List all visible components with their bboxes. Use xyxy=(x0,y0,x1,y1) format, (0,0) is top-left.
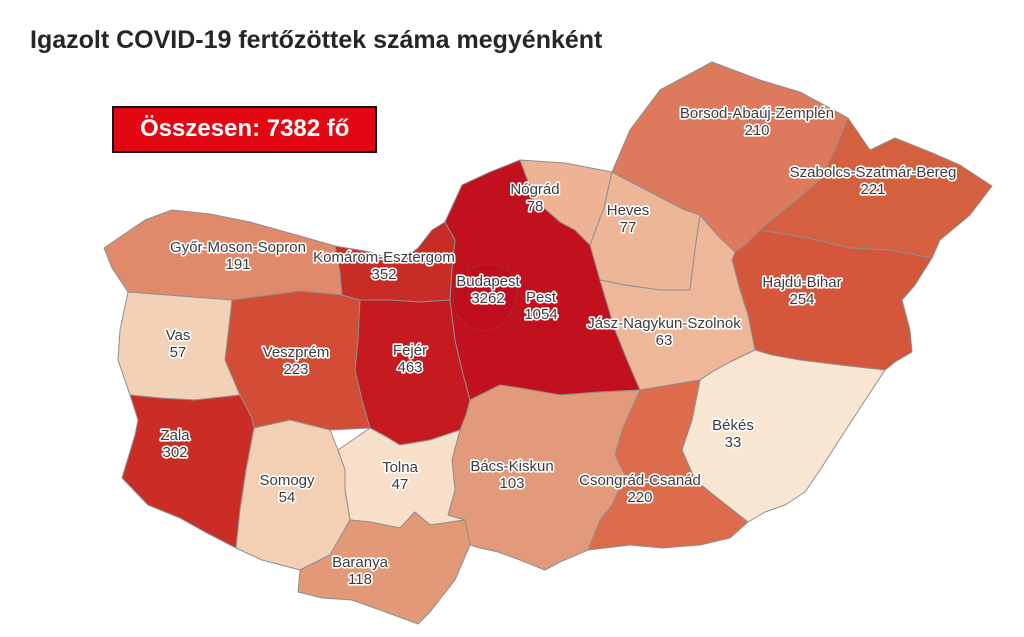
county-name: Veszprém xyxy=(263,344,330,361)
county-name: Budapest xyxy=(456,273,520,290)
county-name: Nógrád xyxy=(510,181,559,198)
total-badge: Összesen: 7382 fő xyxy=(112,106,378,153)
county-value: 33 xyxy=(725,434,742,451)
county-label-fejer: Fejér 463 xyxy=(391,340,428,377)
county-label-hajdu-bihar: Hajdú-Bihar 254 xyxy=(761,272,843,309)
county-value: 220 xyxy=(627,489,652,506)
county-shape-budapest xyxy=(453,264,518,331)
county-value: 118 xyxy=(348,571,372,588)
county-name: Győr-Moson-Sopron xyxy=(170,239,306,256)
county-label-budapest: Budapest 3262 xyxy=(455,271,522,308)
county-value: 78 xyxy=(527,198,544,215)
county-name: Szabolcs-Szatmár-Bereg xyxy=(790,164,957,181)
county-name: Komárom-Esztergom xyxy=(313,249,455,266)
county-label-heves: Heves 77 xyxy=(605,200,651,237)
county-value: 210 xyxy=(744,122,769,139)
county-label-tolna: Tolna 47 xyxy=(380,457,420,494)
county-label-borsod-abauj-zemplen: Borsod-Abaúj-Zemplén 210 xyxy=(678,103,835,140)
county-name: Zala xyxy=(160,427,190,444)
county-name: Borsod-Abaúj-Zemplén xyxy=(680,105,834,122)
county-label-csongrad-csanad: Csongrád-Csanád 220 xyxy=(578,470,703,507)
county-label-vas: Vas 57 xyxy=(164,325,192,362)
county-name: Heves xyxy=(607,202,650,219)
county-name: Fejér xyxy=(393,342,427,359)
county-value: 223 xyxy=(283,361,308,378)
county-name: Pest xyxy=(526,289,557,306)
county-value: 77 xyxy=(620,219,637,236)
county-shape-baranya xyxy=(297,511,471,625)
county-label-nograd: Nógrád 78 xyxy=(509,179,561,216)
county-label-bacs-kiskun: Bács-Kiskun 103 xyxy=(469,456,556,493)
county-value: 463 xyxy=(397,359,422,376)
county-name: Somogy xyxy=(259,472,315,489)
county-value: 352 xyxy=(371,266,396,283)
county-name: Hajdú-Bihar xyxy=(762,274,841,291)
county-label-bekes: Békés 33 xyxy=(711,415,756,452)
county-label-somogy: Somogy 54 xyxy=(258,470,317,507)
county-label-veszprem: Veszprém 223 xyxy=(261,342,331,379)
county-shape-zala xyxy=(121,394,255,549)
county-value: 191 xyxy=(225,256,250,273)
county-value: 57 xyxy=(170,344,187,361)
county-value: 221 xyxy=(860,181,885,198)
county-name: Baranya xyxy=(332,554,389,571)
county-label-jasz-nagykun-szolnok: Jász-Nagykun-Szolnok 63 xyxy=(586,313,743,350)
county-name: Tolna xyxy=(382,459,419,476)
county-name: Jász-Nagykun-Szolnok xyxy=(587,315,741,332)
county-value: 302 xyxy=(162,444,187,461)
county-value: 103 xyxy=(499,475,524,492)
county-name: Csongrád-Csanád xyxy=(579,472,701,489)
county-value: 63 xyxy=(656,332,673,349)
county-label-zala: Zala 302 xyxy=(159,425,192,462)
county-value: 1054 xyxy=(524,306,557,323)
county-value: 3262 xyxy=(471,290,504,307)
county-value: 254 xyxy=(789,291,814,308)
county-value: 54 xyxy=(279,489,296,506)
county-name: Békés xyxy=(712,417,754,434)
county-name: Vas xyxy=(166,327,191,344)
county-label-szabolcs-szatmar-bereg: Szabolcs-Szatmár-Bereg 221 xyxy=(788,162,958,199)
county-label-gyor-moson-sopron: Győr-Moson-Sopron 191 xyxy=(168,237,307,274)
page-title: Igazolt COVID-19 fertőzöttek száma megyé… xyxy=(30,26,603,54)
county-value: 47 xyxy=(392,476,409,493)
county-label-baranya: Baranya 118 xyxy=(330,552,390,589)
county-label-pest: Pest 1054 xyxy=(523,287,560,324)
county-label-komarom-esztergom: Komárom-Esztergom 352 xyxy=(312,247,457,284)
county-name: Bács-Kiskun xyxy=(470,458,553,475)
